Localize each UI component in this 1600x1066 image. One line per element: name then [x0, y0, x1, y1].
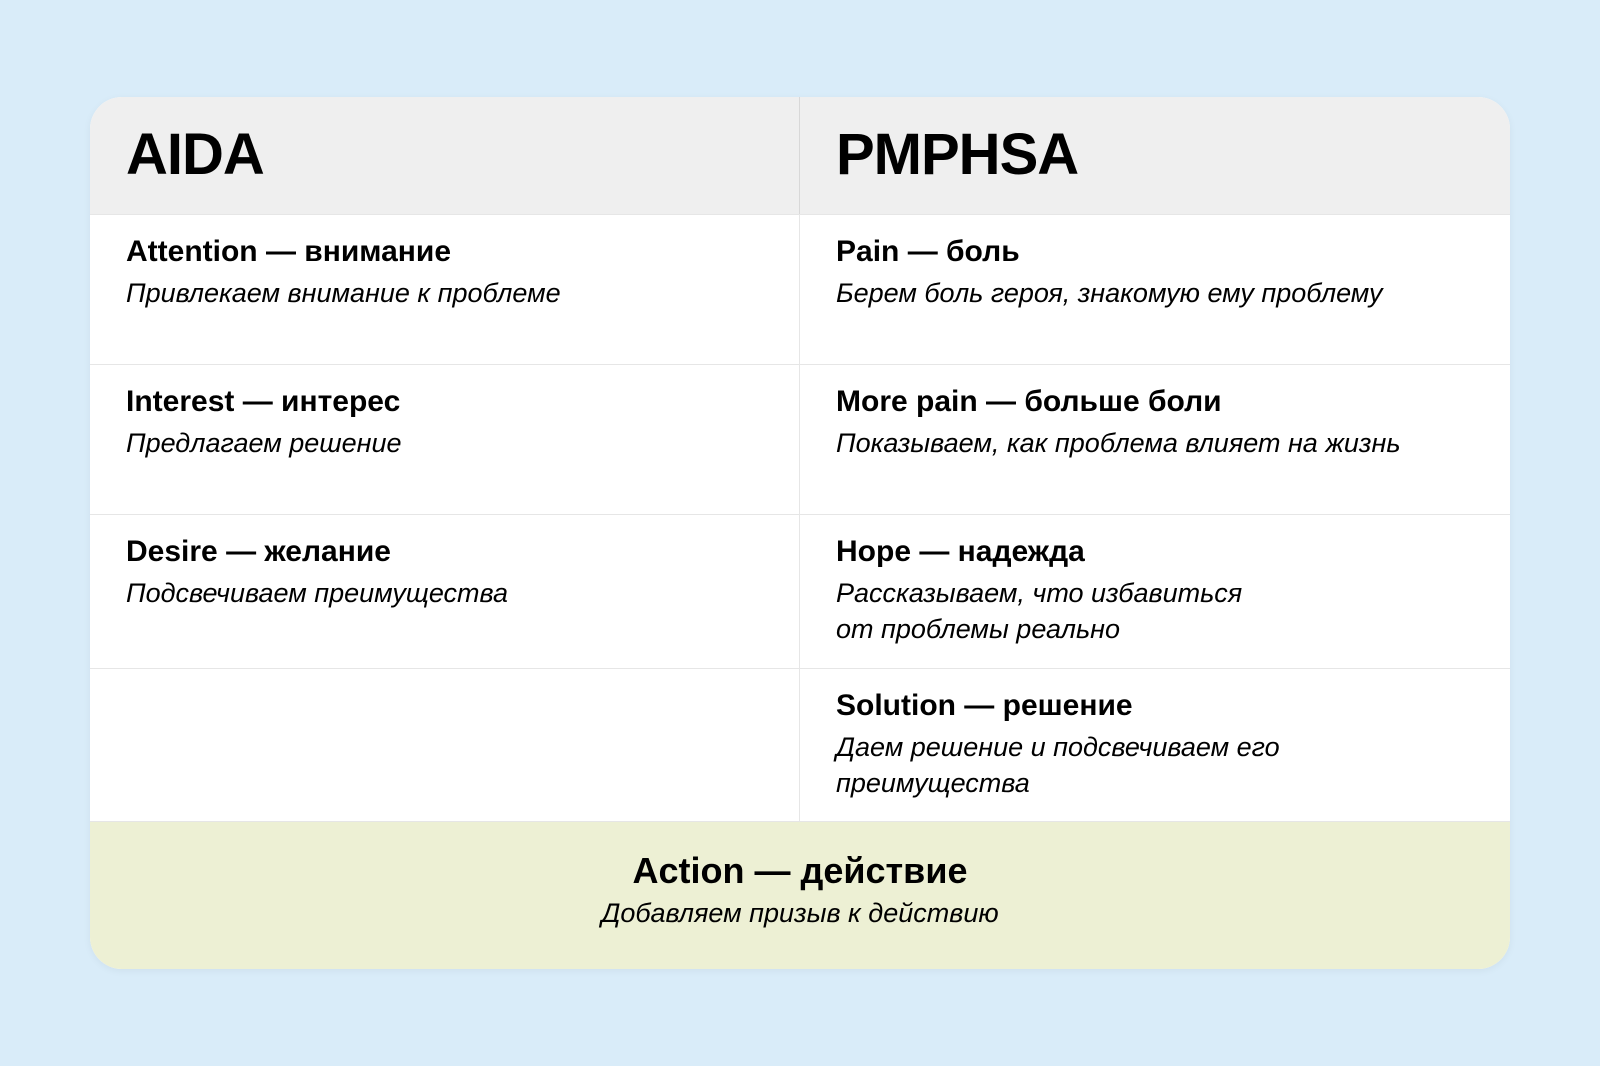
table-cell: More pain — больше боли Показываем, как … [800, 364, 1510, 514]
table-cell: Desire — желание Подсвечиваем преимущест… [90, 514, 800, 668]
footer-desc: Добавляем призыв к действию [126, 898, 1474, 929]
cell-title: More pain — больше боли [836, 385, 1474, 419]
footer-row: Action — действие Добавляем призыв к дей… [90, 821, 1510, 969]
cell-desc: Даем решение и подсвечиваем его преимуще… [836, 729, 1474, 802]
cell-desc: Подсвечиваем преимущества [126, 575, 763, 611]
cell-desc: Берем боль героя, знакомую ему проблему [836, 275, 1474, 311]
table-cell: Solution — решение Даем решение и подсве… [800, 668, 1510, 822]
cell-title: Attention — внимание [126, 235, 763, 269]
footer-title: Action — действие [126, 850, 1474, 892]
table-cell: Attention — внимание Привлекаем внимание… [90, 214, 800, 364]
header-left: AIDA [90, 97, 800, 214]
cell-title: Interest — интерес [126, 385, 763, 419]
cell-title: Pain — боль [836, 235, 1474, 269]
cell-title: Desire — желание [126, 535, 763, 569]
body-rows: Attention — внимание Привлекаем внимание… [90, 214, 1510, 822]
comparison-card: AIDA PMPHSA Attention — внимание Привлек… [90, 97, 1510, 970]
cell-desc: Показываем, как проблема влияет на жизнь [836, 425, 1474, 461]
cell-desc: Предлагаем решение [126, 425, 763, 461]
table-cell: Pain — боль Берем боль героя, знакомую е… [800, 214, 1510, 364]
cell-title: Solution — решение [836, 689, 1474, 723]
header-right: PMPHSA [800, 97, 1510, 214]
cell-desc: Рассказываем, что избавиться от проблемы… [836, 575, 1474, 648]
cell-desc: Привлекаем внимание к проблеме [126, 275, 763, 311]
table-cell-empty [90, 668, 800, 822]
table-cell: Interest — интерес Предлагаем решение [90, 364, 800, 514]
table-cell: Hope — надежда Рассказываем, что избавит… [800, 514, 1510, 668]
header-row: AIDA PMPHSA [90, 97, 1510, 214]
cell-title: Hope — надежда [836, 535, 1474, 569]
